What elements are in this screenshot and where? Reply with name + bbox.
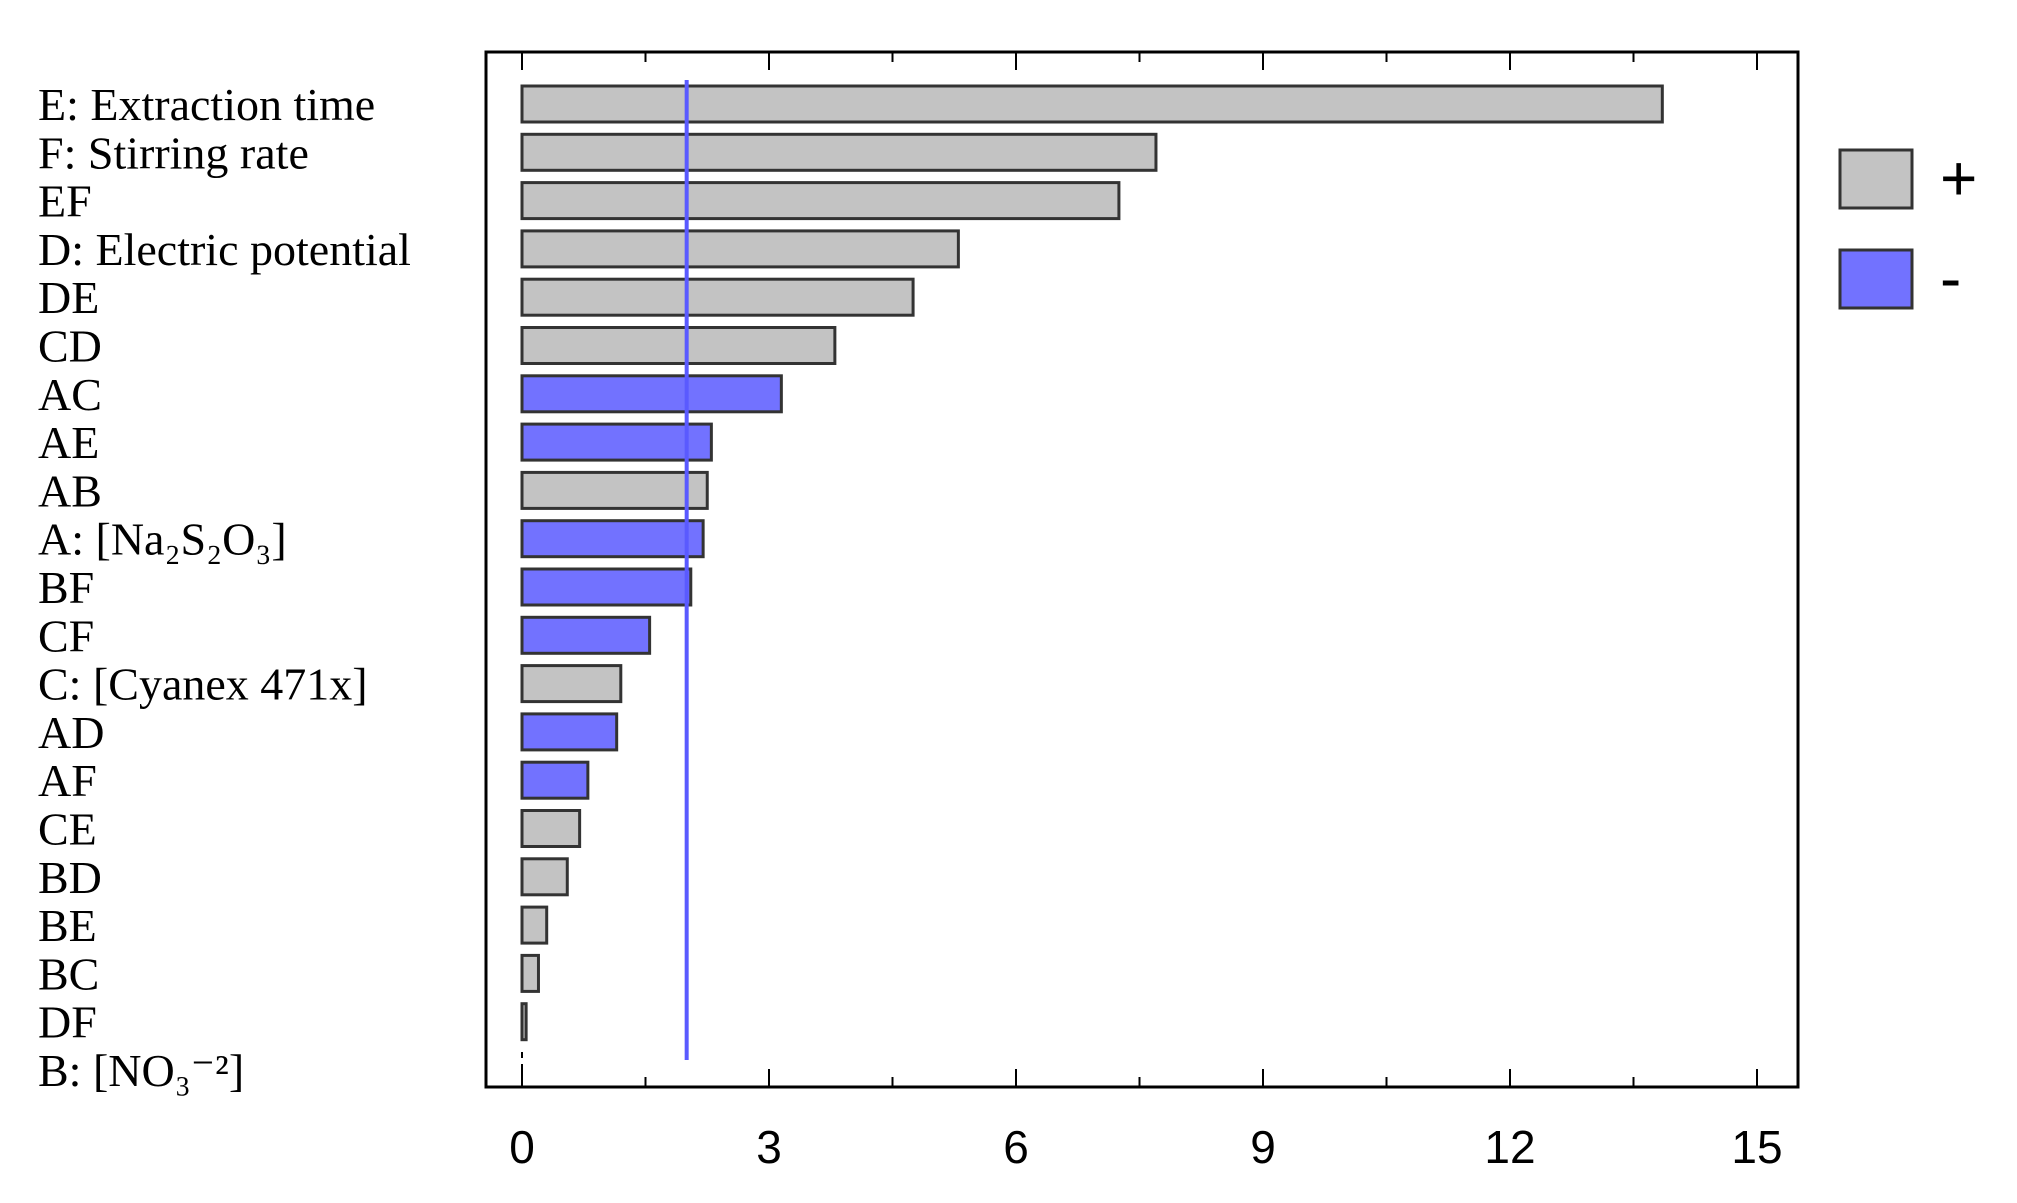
- category-label: E: Extraction time: [38, 79, 375, 130]
- category-label: BF: [38, 562, 94, 613]
- bar: [520, 953, 540, 993]
- bar: [520, 519, 705, 559]
- category-label: A: [Na₂S₂O₃]: [38, 514, 287, 565]
- x-tick-label: 12: [1484, 1121, 1535, 1173]
- bar: [520, 84, 1664, 124]
- category-label: CD: [38, 321, 102, 372]
- x-tick-label: 3: [756, 1121, 782, 1173]
- x-tick-label: 15: [1731, 1121, 1782, 1173]
- bar: [520, 905, 549, 945]
- x-tick-label: 9: [1250, 1121, 1276, 1173]
- bar: [520, 712, 619, 752]
- bars: [520, 84, 1664, 1088]
- category-label: BD: [38, 852, 102, 903]
- category-label: D: Electric potential: [38, 224, 411, 275]
- bar: [520, 760, 590, 800]
- category-label: AB: [38, 465, 102, 516]
- x-tick-label: 0: [509, 1121, 535, 1173]
- legend-swatch: [1838, 248, 1914, 310]
- tick-labels: 0 3 6 9 12 15: [509, 1121, 1782, 1173]
- category-label: EF: [38, 176, 92, 227]
- bar: [520, 857, 569, 897]
- category-label: CE: [38, 804, 97, 855]
- bar: [520, 664, 623, 704]
- bar: [520, 615, 652, 655]
- category-label: BC: [38, 948, 99, 999]
- category-label: AC: [38, 369, 102, 420]
- category-label: AD: [38, 707, 104, 758]
- bar: [520, 132, 1158, 172]
- category-label: C: [Cyanex 471x]: [38, 659, 368, 710]
- x-tick-label: 6: [1003, 1121, 1029, 1173]
- bar: [520, 277, 915, 317]
- legend-swatch: [1838, 148, 1914, 210]
- bar: [520, 1002, 528, 1042]
- category-label: DF: [38, 997, 97, 1048]
- category-label: AF: [38, 755, 97, 806]
- category-label: DE: [38, 272, 99, 323]
- category-label: AE: [38, 417, 99, 468]
- legend: +-: [1838, 142, 1977, 314]
- bar: [520, 422, 713, 462]
- legend-label: -: [1940, 242, 1961, 314]
- category-label: CF: [38, 610, 94, 661]
- category-label: B: [NO₃⁻²]: [38, 1045, 244, 1096]
- bar: [520, 809, 582, 848]
- category-label: F: Stirring rate: [38, 127, 309, 178]
- bar: [520, 326, 837, 365]
- bar: [520, 229, 960, 269]
- bar: [520, 567, 693, 607]
- bar: [520, 374, 783, 414]
- bar: [520, 181, 1121, 221]
- category-label: BE: [38, 900, 97, 951]
- legend-label: +: [1940, 142, 1977, 214]
- bar: [520, 470, 709, 510]
- ticks-bottom: [521, 1069, 1758, 1087]
- plot-frame: [484, 50, 1800, 1089]
- ticks-top: [521, 52, 1758, 70]
